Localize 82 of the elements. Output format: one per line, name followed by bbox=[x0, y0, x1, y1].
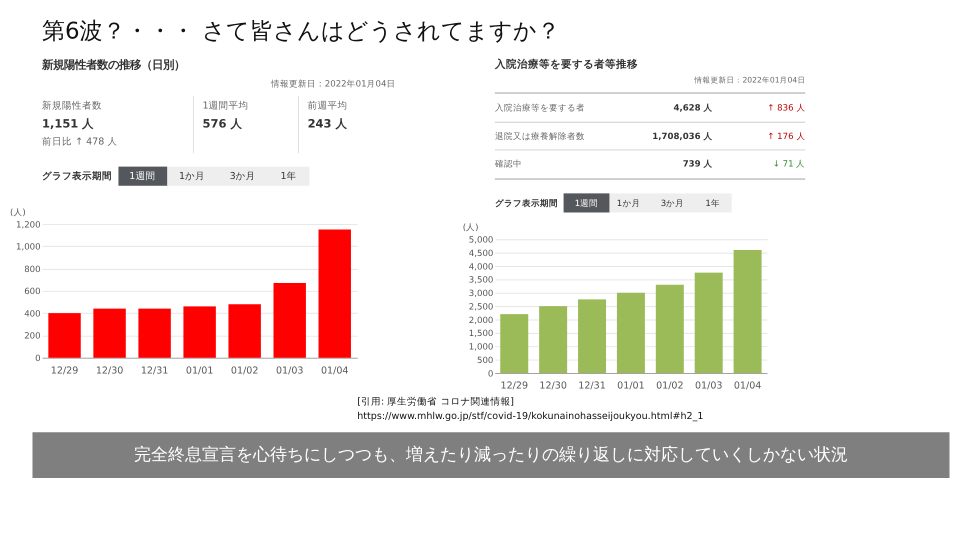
y-tick-label: 2,500 bbox=[468, 302, 494, 312]
y-tick-label: 1,000 bbox=[468, 342, 494, 353]
y-tick-label: 2,000 bbox=[468, 316, 494, 326]
text: 退院又は療養解除者数 bbox=[494, 130, 585, 142]
text: 3か月 bbox=[660, 198, 684, 209]
y-axis-title: (人) bbox=[10, 206, 26, 218]
bar bbox=[138, 308, 171, 358]
y-tick-label: 0 bbox=[488, 369, 494, 380]
y-tick-label: 600 bbox=[24, 287, 41, 298]
y-tick-label: 1,000 bbox=[16, 242, 41, 253]
text: 1か月 bbox=[616, 198, 640, 209]
bar bbox=[616, 292, 645, 373]
bar bbox=[93, 308, 126, 358]
y-tick-label: 400 bbox=[24, 309, 41, 320]
x-tick-label: 12/30 bbox=[539, 380, 567, 392]
y-tick-label: 5,000 bbox=[468, 236, 494, 246]
text: 入院治療等を要する者 bbox=[494, 102, 585, 114]
x-tick-label: 01/01 bbox=[617, 380, 645, 392]
bar bbox=[734, 250, 762, 373]
text: 前週平均 bbox=[308, 99, 348, 112]
x-tick-label: 12/31 bbox=[578, 380, 606, 392]
x-tick-label: 12/30 bbox=[96, 365, 124, 376]
text: 739 人 bbox=[682, 158, 714, 170]
x-tick-label: 12/29 bbox=[50, 365, 78, 376]
text: 576 人 bbox=[202, 116, 242, 130]
text: 前日比 ↑ 478 人 bbox=[42, 136, 118, 148]
y-axis-title: (人) bbox=[462, 222, 479, 234]
text: 1,151 人 bbox=[42, 116, 94, 130]
text: 第6波？・・・ さて皆さんはどうされてますか？ bbox=[42, 18, 560, 45]
bar bbox=[228, 304, 261, 358]
bar bbox=[656, 284, 684, 373]
bar bbox=[694, 272, 723, 373]
text: ↑ 836 人 bbox=[767, 102, 806, 114]
x-tick-label: 01/02 bbox=[230, 365, 258, 376]
x-tick-label: 01/03 bbox=[276, 365, 304, 376]
y-tick-label: 200 bbox=[24, 332, 41, 342]
x-tick-label: 12/31 bbox=[140, 365, 168, 376]
text: 確認中 bbox=[494, 158, 522, 170]
y-tick-label: 3,500 bbox=[468, 276, 494, 286]
text: 243 人 bbox=[308, 116, 348, 130]
x-tick-label: 01/04 bbox=[320, 365, 348, 376]
bar bbox=[183, 306, 216, 358]
text: [引用: 厚生労働省 コロナ関連情報] bbox=[357, 396, 514, 408]
text: https://www.mhlw.go.jp/stf/covid-19/kokunainohasseijoukyou.html#h2_1 bbox=[357, 410, 704, 422]
bar bbox=[48, 313, 81, 358]
text: 1年 bbox=[280, 170, 297, 182]
chart-title: 新規陽性者数の推移（日別） bbox=[41, 57, 186, 72]
text: 1年 bbox=[705, 198, 720, 209]
x-tick-label: 01/04 bbox=[734, 380, 762, 392]
y-tick-label: 500 bbox=[477, 356, 494, 366]
y-tick-label: 4,000 bbox=[468, 262, 494, 272]
bar bbox=[318, 230, 351, 358]
y-tick-label: 3,000 bbox=[468, 289, 494, 300]
y-tick-label: 800 bbox=[24, 264, 41, 275]
text: 4,628 人 bbox=[673, 102, 714, 114]
text: 情報更新日：2022年01月04日 bbox=[270, 78, 396, 90]
text: 3か月 bbox=[230, 171, 256, 182]
y-tick-label: 4,500 bbox=[468, 248, 494, 259]
text: ↑ 176 人 bbox=[767, 130, 806, 142]
text: 1週間平均 bbox=[202, 99, 249, 112]
chart-title: 入院治療等を要する者等推移 bbox=[494, 57, 638, 70]
text: 1,708,036 人 bbox=[652, 130, 714, 142]
text: 1週間 bbox=[574, 198, 598, 209]
x-tick-label: 01/03 bbox=[694, 380, 722, 392]
text: 情報更新日：2022年01月04日 bbox=[693, 76, 806, 85]
bar bbox=[273, 283, 306, 358]
y-tick-label: 1,200 bbox=[16, 220, 41, 230]
y-tick-label: 1,500 bbox=[468, 329, 494, 340]
text: 1か月 bbox=[178, 171, 206, 182]
x-tick-label: 01/02 bbox=[656, 380, 684, 392]
bar bbox=[500, 314, 528, 373]
text: ↓ 71 人 bbox=[772, 158, 806, 170]
text: 1週間 bbox=[129, 171, 156, 182]
bar bbox=[539, 306, 568, 373]
text: グラフ表示期間 bbox=[494, 198, 558, 209]
text: 新規陽性者数 bbox=[42, 99, 102, 112]
y-tick-label: 0 bbox=[35, 354, 41, 364]
x-tick-label: 01/01 bbox=[186, 365, 214, 376]
text: 完全終息宣言を心待ちにしつつも、増えたり減ったりの繰り返しに対応していくしかない状況 bbox=[134, 444, 848, 465]
text: グラフ表示期間 bbox=[42, 170, 112, 182]
x-tick-label: 12/29 bbox=[500, 380, 528, 392]
bar bbox=[578, 299, 606, 373]
